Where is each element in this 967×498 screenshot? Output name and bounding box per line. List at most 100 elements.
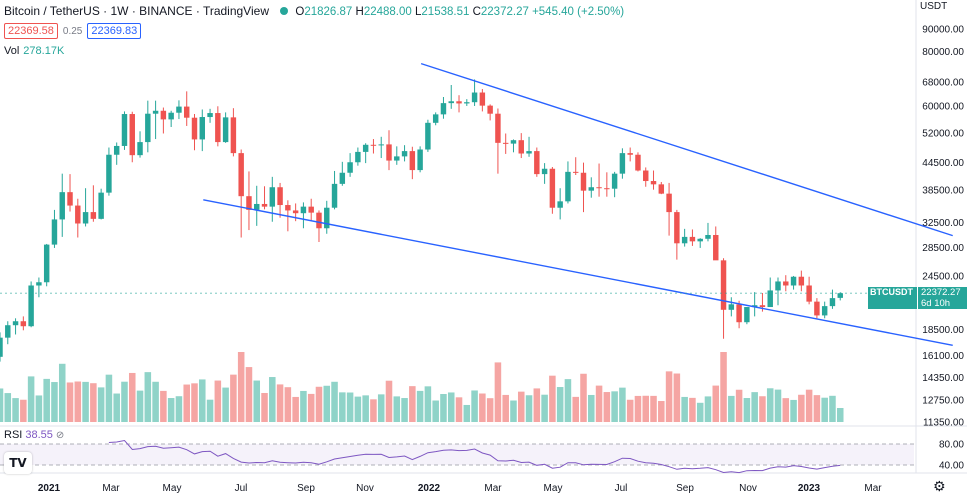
volume-bar (673, 373, 681, 422)
volume-bar (136, 390, 144, 422)
candle-body (0, 337, 3, 357)
candle-body (401, 151, 408, 157)
time-tick-label: Nov (356, 483, 374, 494)
symbol-tag-symbol: BTCUSDT (870, 287, 913, 297)
low-label: L (415, 6, 422, 18)
candle-body (643, 170, 649, 182)
gear-icon[interactable]: ⚙ (933, 478, 946, 494)
rsi-hide-icon[interactable]: ⊘ (55, 430, 65, 441)
volume-bar (455, 397, 463, 422)
volume-bar (323, 385, 331, 422)
time-tick-label: 2023 (798, 483, 821, 494)
candle-body (339, 172, 346, 184)
candle-body (487, 105, 493, 114)
volume-bar (463, 404, 471, 422)
candle-body (588, 187, 595, 191)
volume-bar (97, 387, 105, 422)
volume-bar (206, 399, 214, 422)
volume-bar (370, 399, 377, 422)
volume-bar (432, 400, 439, 422)
volume-bar (82, 381, 89, 422)
candle-body (736, 304, 742, 323)
close-label: C (472, 6, 481, 18)
price-tick-label: 90000.00 (922, 25, 964, 36)
rsi-label: RSI (4, 429, 23, 441)
volume-bar (541, 394, 548, 422)
candle-body (510, 140, 517, 144)
symbol-legend: Bitcoin / TetherUS · 1W · BINANCE · Trad… (4, 4, 624, 18)
volume-bar (51, 382, 58, 422)
volume-bar (58, 363, 66, 422)
volume-bar (479, 393, 486, 422)
candle-body (720, 260, 727, 310)
candle-body (308, 206, 314, 213)
volume-bar (743, 398, 751, 422)
candle-body (783, 281, 789, 286)
volume-bar (556, 387, 564, 422)
rsi-legend[interactable]: RSI 38.55 ⊘ (4, 429, 64, 441)
candle-body (183, 106, 190, 118)
candle-body (580, 172, 587, 191)
volume-bar (269, 377, 276, 422)
time-tick-label: Jul (235, 483, 248, 494)
candle-body (277, 187, 283, 206)
price-tick-label: 68000.00 (922, 78, 964, 89)
candle-body (12, 321, 19, 326)
price-tick-label: 14350.00 (922, 373, 964, 384)
candle-body (425, 122, 431, 150)
time-tick-label: Mar (484, 483, 502, 494)
candle-body (790, 276, 797, 286)
volume-legend[interactable]: Vol 278.17K (4, 45, 64, 57)
open-label: O (295, 6, 305, 18)
volume-bar (704, 396, 712, 422)
volume-bar (665, 371, 673, 422)
price-tick-label: 28500.00 (922, 243, 964, 254)
price-unit[interactable]: USDT (920, 1, 948, 12)
candle-body (557, 201, 563, 208)
candle-body (238, 153, 244, 197)
tradingview-logo-icon[interactable]: TV (4, 452, 32, 474)
market-status-icon (280, 7, 289, 16)
candle-body (440, 103, 447, 115)
open-value: 21826.87 (304, 6, 353, 18)
rsi-tick-label: 80.00 (939, 440, 964, 451)
time-tick-label: 2022 (418, 483, 441, 494)
buy-button[interactable]: 22369.83 (87, 23, 142, 39)
price-tick-label: 52000.00 (922, 129, 964, 140)
volume-bar (712, 385, 720, 422)
volume-bar (12, 398, 19, 422)
candle-body (121, 114, 128, 146)
volume-bar (175, 396, 183, 422)
spread-value: 0.25 (62, 26, 83, 37)
candle-body (355, 151, 361, 163)
volume-bar (167, 398, 175, 422)
candle-body (526, 151, 532, 154)
volume-bar (113, 393, 120, 422)
volume-bar (152, 381, 159, 422)
volume-bar (564, 379, 572, 422)
volume-bar (121, 381, 128, 422)
candle-body (751, 305, 758, 308)
volume-bar (377, 394, 385, 422)
volume-bar (393, 396, 401, 422)
volume-bar (642, 395, 650, 422)
volume-bar (237, 352, 245, 422)
candle-body (347, 162, 353, 173)
candle-body (829, 298, 836, 307)
trade-buttons: 22369.58 0.25 22369.83 (4, 23, 142, 39)
sell-button[interactable]: 22369.58 (4, 23, 58, 39)
high-value: 22488.00 (363, 6, 412, 18)
volume-bar (20, 399, 27, 422)
volume-bar (409, 386, 416, 422)
candle-body (292, 210, 299, 214)
volume-bar (160, 390, 167, 422)
candle-body (456, 101, 462, 104)
candle-body (160, 110, 167, 120)
candle-body (285, 205, 291, 211)
time-tick-label: May (544, 483, 563, 494)
bar-countdown-label: 6d 10h (921, 298, 951, 309)
symbol-title[interactable]: Bitcoin / TetherUS · 1W · BINANCE · Trad… (4, 4, 269, 18)
candle-body (386, 144, 392, 161)
